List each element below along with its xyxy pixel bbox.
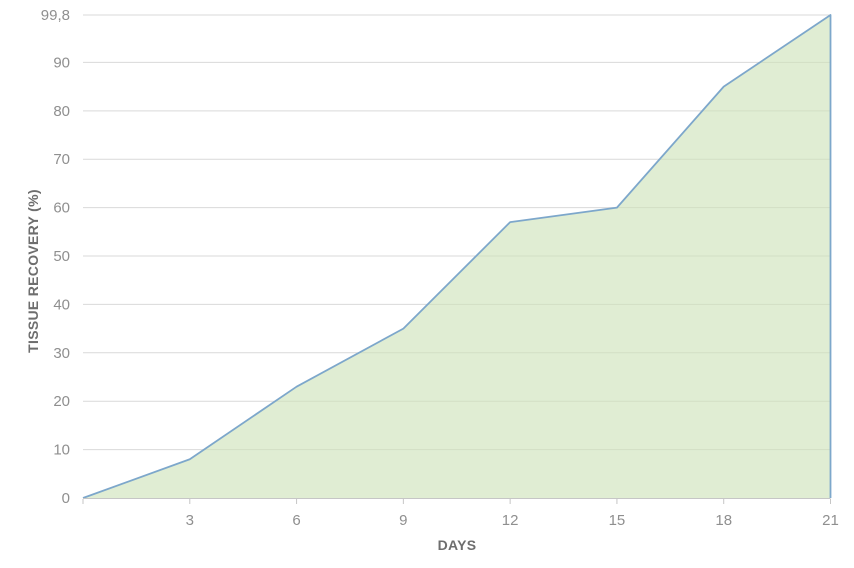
y-tick-label-80: 80 <box>53 103 70 120</box>
y-tick-label-40: 40 <box>53 296 70 313</box>
x-tick-label-9: 9 <box>399 512 407 529</box>
y-tick-label-0: 0 <box>62 490 70 507</box>
data-line <box>82 14 832 499</box>
area-fill <box>83 15 831 498</box>
y-tick-label-10: 10 <box>53 442 70 459</box>
y-tick-label-30: 30 <box>53 345 70 362</box>
x-axis-title: DAYS <box>437 537 477 553</box>
x-tick-label-6: 6 <box>292 512 300 529</box>
y-tick-label-99_8: 99,8 <box>41 7 70 24</box>
x-tick-label-3: 3 <box>186 512 194 529</box>
y-axis-title: TISSUE RECOVERY (%) <box>25 189 41 353</box>
y-tick-label-60: 60 <box>53 200 70 217</box>
x-tick-label-18: 18 <box>715 512 732 529</box>
y-tick-label-70: 70 <box>53 151 70 168</box>
x-tick-label-12: 12 <box>502 512 519 529</box>
x-tick-label-15: 15 <box>609 512 626 529</box>
y-tick-label-20: 20 <box>53 393 70 410</box>
y-tick-label-50: 50 <box>53 248 70 265</box>
x-tick-label-21: 21 <box>822 512 839 529</box>
y-tick-label-90: 90 <box>53 54 70 71</box>
